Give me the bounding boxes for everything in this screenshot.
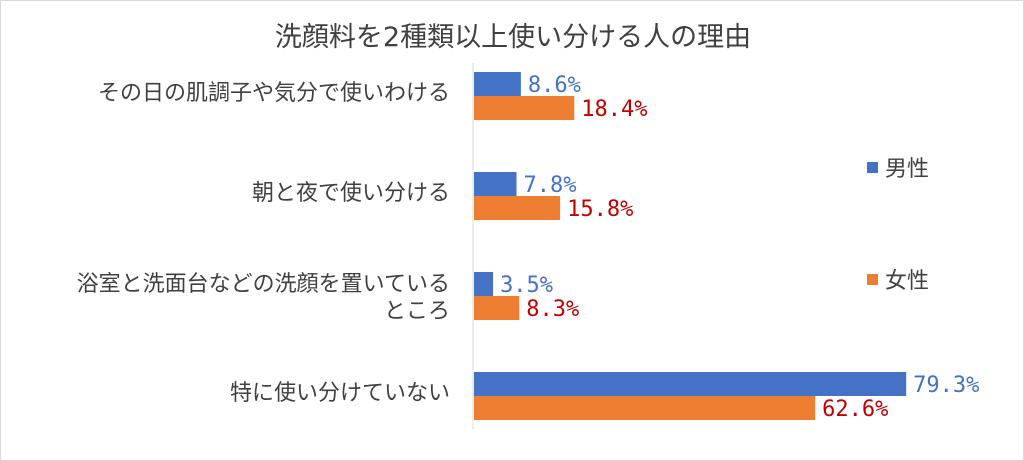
bar-female bbox=[474, 396, 816, 420]
category-label-line: その日の肌調子や気分で使いわける bbox=[98, 81, 450, 106]
category-label-line: 朝と夜で使い分ける bbox=[252, 181, 450, 206]
bar-male bbox=[474, 372, 907, 396]
bar-male bbox=[474, 272, 494, 296]
category-label: 浴室と洗面台などの洗顔を置いているところ bbox=[77, 272, 450, 324]
bar-male bbox=[474, 172, 517, 196]
legend-swatch bbox=[867, 274, 878, 285]
bar-female bbox=[474, 296, 520, 320]
bar-female bbox=[474, 96, 575, 120]
category-label: 朝と夜で使い分ける bbox=[252, 181, 450, 206]
data-label: 15.8% bbox=[567, 197, 633, 222]
category-label-line: 浴室と洗面台などの洗顔を置いている bbox=[77, 272, 450, 297]
data-label: 8.3% bbox=[526, 297, 579, 322]
bar-male bbox=[474, 72, 521, 96]
category-label: 特に使い分けていない bbox=[230, 381, 450, 406]
legend-label: 男性 bbox=[885, 157, 929, 182]
data-label: 62.6% bbox=[822, 397, 888, 422]
data-label: 8.6% bbox=[528, 73, 581, 98]
category-label-line: ところ bbox=[384, 299, 450, 324]
category-label-line: 特に使い分けていない bbox=[230, 381, 450, 406]
data-label: 7.8% bbox=[524, 173, 577, 198]
data-label: 18.4% bbox=[581, 97, 647, 122]
legend-label: 女性 bbox=[885, 269, 929, 294]
chart-title: 洗顔料を2種類以上使い分ける人の理由 bbox=[274, 22, 752, 53]
legend-swatch bbox=[867, 162, 878, 173]
category-label: その日の肌調子や気分で使いわける bbox=[98, 81, 450, 106]
data-label: 3.5% bbox=[500, 273, 553, 298]
data-label: 79.3% bbox=[913, 373, 979, 398]
bar-female bbox=[474, 196, 561, 220]
